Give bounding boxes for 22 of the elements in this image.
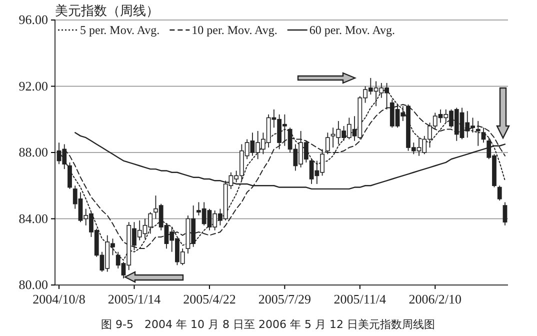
candlestick: [502, 202, 508, 226]
y-tick-label: 88.00: [18, 144, 48, 160]
legend-label: 10 per. Mov. Avg.: [192, 23, 278, 37]
x-tick-label: 2005/4/22: [183, 292, 236, 307]
y-axis-title: 美元指数（周线）: [55, 3, 159, 19]
candlestick: [481, 127, 486, 144]
text: 图 9-5 2004 年 10 月 8 日至 2006 年 5 月 12 日美元指数周线图: [101, 318, 435, 331]
y-tick-label: 84.00: [18, 210, 48, 226]
y-tick-label: 80.00: [18, 277, 48, 292]
x-tick-label: 2004/10/8: [32, 292, 86, 307]
candlestick: [476, 120, 480, 146]
x-tick-label: 2005/1/14: [108, 292, 162, 307]
candlestick: [68, 162, 72, 190]
y-tick-label: 96.00: [18, 12, 48, 28]
legend-label: 5 per. Mov. Avg.: [80, 23, 160, 37]
candlestick: [325, 132, 330, 155]
candlestick: [497, 185, 502, 201]
legend-label: 60 per. Mov. Avg.: [309, 23, 396, 37]
x-tick-label: 2005/11/4: [334, 292, 387, 307]
y-tick-label: 92.00: [18, 78, 48, 94]
x-tick-label: 2006/2/10: [408, 292, 462, 307]
x-tick-label: 2005/7/29: [258, 292, 312, 307]
